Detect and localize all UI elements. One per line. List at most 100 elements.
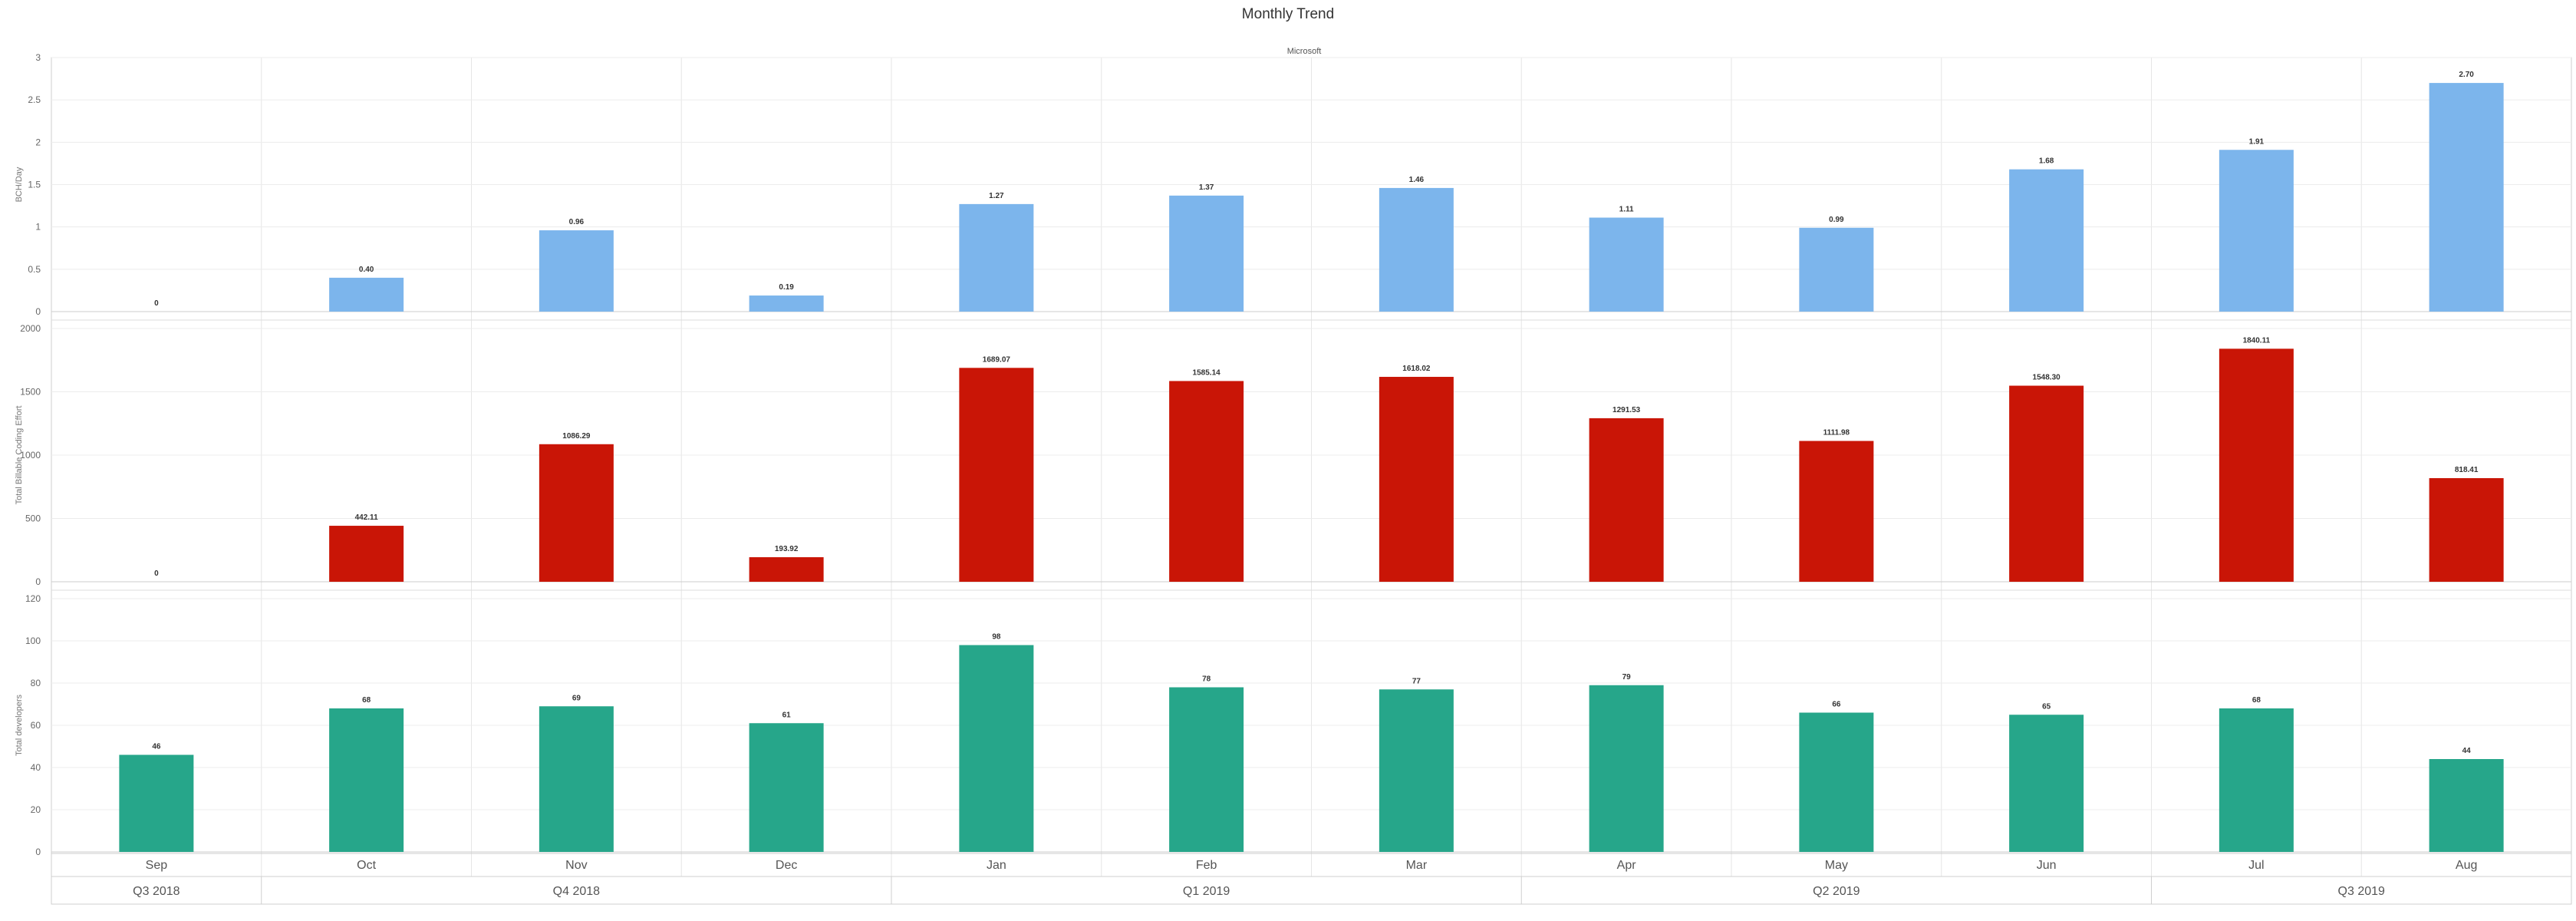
bar-jul (2219, 708, 2294, 852)
bar-feb (1169, 381, 1244, 582)
x-tick-label: Feb (1196, 859, 1217, 872)
x-tick-label: Jun (2037, 859, 2057, 872)
y-tick-label: 500 (25, 513, 41, 524)
bar-jun (2009, 169, 2084, 312)
bar-aug (2429, 83, 2504, 312)
bar-jan (959, 645, 1034, 852)
quarter-label: Q2 2019 (1813, 885, 1860, 898)
data-label: 79 (1622, 673, 1632, 682)
data-label: 68 (362, 696, 371, 705)
y-tick-label: 2000 (20, 323, 41, 334)
quarter-label: Q1 2019 (1183, 885, 1230, 898)
data-label: 69 (572, 694, 581, 702)
y-tick-label: 120 (25, 593, 41, 604)
data-label: 818.41 (2455, 466, 2479, 474)
y-tick-label: 80 (31, 678, 41, 688)
y-axis-title: Total Billable Coding Effort (15, 406, 24, 505)
data-label: 46 (152, 743, 161, 751)
y-tick-label: 0 (35, 306, 41, 317)
bar-jul (2219, 348, 2294, 582)
bar-aug (2429, 477, 2504, 582)
bar-dec (749, 723, 824, 852)
data-label: 1111.98 (1823, 429, 1850, 437)
bar-jul (2219, 150, 2294, 312)
bar-may (1799, 441, 1874, 582)
data-label: 1.27 (989, 192, 1004, 200)
plot-area: 0 0.5 1 1.5 2 2.5 3 BCH/Day 0 0.40 0.96 0.19 1.27 1.3… (15, 52, 2572, 905)
data-label: 193.92 (775, 545, 799, 553)
y-tick-label: 40 (31, 762, 41, 773)
data-label: 44 (2462, 747, 2472, 755)
bar-apr (1589, 685, 1664, 852)
x-tick-label: Nov (565, 859, 587, 872)
y-tick-label: 0.5 (28, 264, 41, 275)
data-label: 0 (154, 569, 159, 578)
data-label: 1.91 (2249, 137, 2265, 146)
x-tick-label: Jan (987, 859, 1006, 872)
data-label: 1585.14 (1193, 368, 1221, 377)
bar-jun (2009, 715, 2084, 852)
data-label: 77 (1412, 677, 1421, 685)
data-label: 1840.11 (2243, 336, 2271, 345)
data-label: 0.99 (1829, 216, 1844, 224)
bar-apr (1589, 418, 1664, 582)
data-label: 98 (992, 633, 1001, 642)
y-tick-label: 1 (35, 222, 41, 233)
data-label: 68 (2252, 696, 2261, 705)
data-label: 0.40 (359, 266, 374, 274)
y-tick-label: 3 (35, 52, 41, 63)
data-label: 66 (1832, 701, 1841, 709)
bar-nov (539, 444, 614, 582)
x-tick-label: Jul (2248, 859, 2264, 872)
y-axis-title: Total developers (15, 694, 24, 756)
data-label: 0.96 (569, 218, 585, 226)
bar-dec (749, 295, 824, 312)
data-label: 78 (1202, 675, 1211, 684)
data-label: 1689.07 (983, 355, 1011, 364)
chart-title: Monthly Trend (1242, 6, 1334, 22)
bar-oct (329, 277, 404, 312)
y-tick-label: 20 (31, 804, 41, 815)
x-tick-label: Dec (776, 859, 797, 872)
bar-sep (119, 754, 194, 852)
data-label: 1.37 (1199, 183, 1214, 192)
bar-nov (539, 230, 614, 312)
panel-2: 0 500 1000 1500 2000 Total Billable Coding Ef… (15, 323, 2571, 591)
x-tick-label: Oct (357, 859, 376, 872)
bar-jan (959, 368, 1034, 582)
quarter-label: Q4 2018 (553, 885, 600, 898)
y-tick-label: 0 (35, 847, 41, 857)
data-label: 442.11 (355, 513, 378, 522)
panel-1: 0 0.5 1 1.5 2 2.5 3 BCH/Day 0 0.40 0.96 0.19 1.27 1.3… (15, 52, 2571, 321)
bar-aug (2429, 759, 2504, 852)
y-tick-label: 1000 (20, 450, 41, 460)
bar-mar (1379, 377, 1454, 582)
bar-oct (329, 708, 404, 852)
bar-jun (2009, 385, 2084, 582)
y-tick-label: 0 (35, 576, 41, 587)
bar-may (1799, 712, 1874, 852)
y-tick-label: 100 (25, 635, 41, 646)
bar-jan (959, 203, 1034, 312)
data-label: 1.68 (2039, 157, 2054, 166)
quarter-label: Q3 2019 (2338, 885, 2385, 898)
data-label: 1548.30 (2033, 374, 2061, 382)
y-tick-label: 2.5 (28, 94, 41, 105)
data-label: 1291.53 (1612, 406, 1641, 414)
data-label: 1618.02 (1402, 365, 1431, 373)
chart-subtitle: Microsoft (1287, 47, 1322, 56)
panel-3: 0 20 40 60 80 100 120 Total developers 46 68 69 61 9… (15, 593, 2571, 857)
bar-nov (539, 706, 614, 852)
x-tick-label: May (1825, 859, 1848, 872)
bar-oct (329, 526, 404, 582)
y-axis-title: BCH/Day (15, 167, 24, 202)
bar-may (1799, 227, 1874, 312)
data-label: 2.70 (2459, 71, 2474, 79)
y-tick-label: 1.5 (28, 180, 41, 190)
bar-feb (1169, 195, 1244, 312)
x-tick-label: Sep (146, 859, 168, 872)
y-tick-label: 1500 (20, 387, 41, 398)
data-label: 0.19 (779, 283, 794, 292)
y-tick-label: 60 (31, 720, 41, 731)
